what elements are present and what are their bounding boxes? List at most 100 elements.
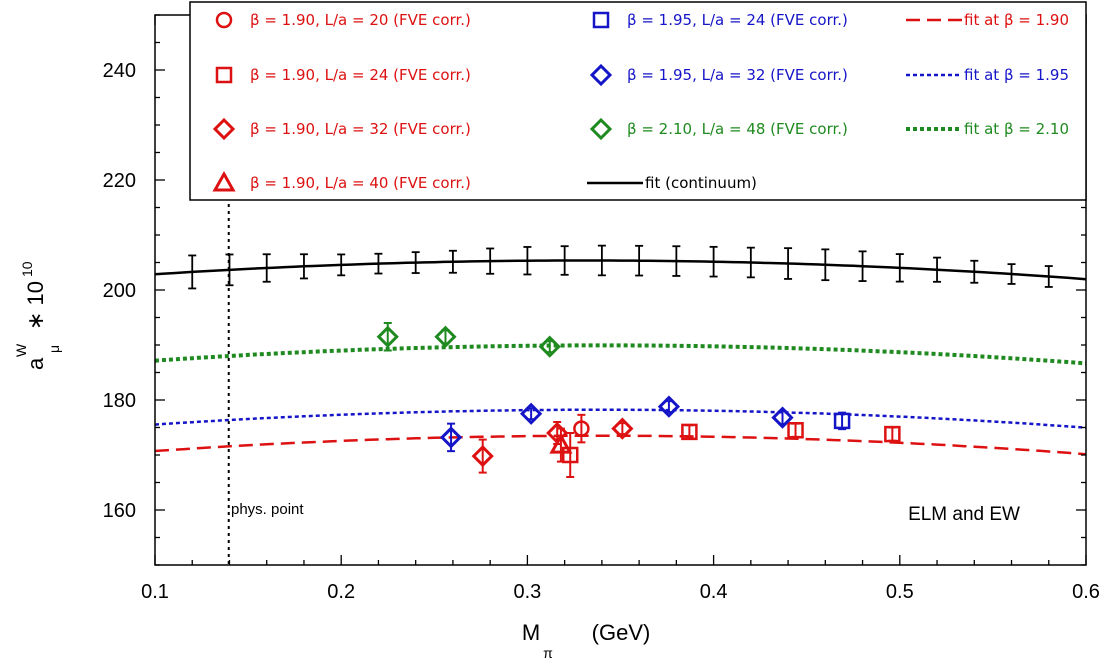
y-tick-label: 240 [103, 60, 136, 82]
fit-errorbar [411, 251, 420, 274]
x-axis-subscript: π [543, 645, 553, 661]
marker-diamond [589, 117, 613, 141]
legend-item: fit at β = 2.10 [906, 120, 1069, 138]
marker-diamond [376, 325, 399, 348]
data-point [549, 427, 573, 463]
legend-item: fit (continuum) [587, 174, 757, 192]
y-tick-label: 180 [103, 390, 136, 412]
x-axis-title: M π (GeV) [522, 620, 651, 661]
marker-diamond [471, 444, 494, 468]
legend-item: fit at β = 1.90 [906, 11, 1069, 29]
x-tick-label: 0.1 [141, 581, 169, 603]
marker-circle [573, 420, 590, 437]
legend-item: β = 1.95, L/a = 32 (FVE corr.) [589, 63, 848, 87]
legend-label: β = 1.90, L/a = 40 (FVE corr.) [250, 174, 471, 192]
marker-diamond [520, 402, 543, 425]
marker-triangle [212, 170, 236, 192]
y-axis-title: a W μ ∗ 10 10 [13, 261, 62, 370]
fit-curve-2 [154, 343, 1087, 366]
x-axis-label: M [522, 620, 540, 645]
data-point [561, 432, 579, 478]
series-6 [376, 322, 561, 358]
data-point [538, 335, 561, 358]
data-point [434, 325, 457, 348]
data-point [833, 411, 851, 431]
x-tick-label: 0.6 [1072, 581, 1100, 603]
legend-label: fit (continuum) [645, 174, 757, 192]
x-tick-label: 0.4 [700, 581, 728, 603]
legend-label: β = 1.95, L/a = 24 (FVE corr.) [627, 11, 848, 29]
marker-diamond [434, 325, 457, 348]
legend-label: fit at β = 2.10 [964, 120, 1069, 138]
marker-square [681, 423, 698, 441]
legend-item: β = 1.90, L/a = 24 (FVE corr.) [215, 66, 471, 84]
data-point [771, 406, 794, 429]
marker-square [787, 422, 804, 439]
fit-curve-0 [154, 434, 1087, 456]
fit-errorbar [933, 256, 942, 283]
fit-errorbar [709, 245, 718, 278]
y-tick-labels: 160 180 200 220 240 [103, 60, 136, 522]
legend: β = 1.90, L/a = 20 (FVE corr.) β = 1.95, … [189, 1, 1087, 201]
legend-box [189, 1, 1087, 201]
fit-errorbar [635, 244, 644, 277]
x-tick-label: 0.3 [513, 581, 541, 603]
marker-diamond [439, 426, 463, 449]
legend-item: fit at β = 1.95 [906, 66, 1069, 84]
fit-errorbar [1007, 263, 1016, 285]
y-axis-factor-exponent: 10 [19, 261, 35, 277]
fit-errorbar [448, 249, 457, 274]
marker-square [833, 412, 851, 430]
fit-errorbar [597, 244, 606, 277]
data-point [787, 422, 804, 439]
series-2 [471, 417, 634, 474]
series-5 [439, 395, 794, 453]
legend-item: β = 2.10, L/a = 48 (FVE corr.) [589, 117, 848, 141]
legend-label: β = 1.90, L/a = 32 (FVE corr.) [250, 120, 471, 138]
fit-errorbar [858, 250, 867, 282]
fit-errorbar [1044, 265, 1053, 288]
fit-errorbar [337, 253, 346, 277]
legend-item: β = 1.90, L/a = 40 (FVE corr.) [212, 170, 471, 192]
data-point [376, 322, 399, 352]
marker-square [215, 66, 233, 84]
legend-label: fit at β = 1.90 [964, 11, 1069, 29]
fit-errorbar [299, 253, 308, 280]
marker-square [561, 446, 579, 464]
marker-triangle [549, 433, 573, 454]
legend-label: β = 1.90, L/a = 20 (FVE corr.) [250, 11, 471, 29]
legend-item: β = 1.90, L/a = 20 (FVE corr.) [215, 11, 471, 29]
marker-diamond [771, 406, 794, 429]
fit-errorbar [262, 253, 271, 283]
legend-label: fit at β = 1.95 [964, 66, 1069, 84]
marker-circle [215, 11, 233, 29]
x-tick-label: 0.2 [327, 581, 355, 603]
fit-errorbar [523, 246, 532, 276]
data-point [681, 423, 698, 441]
y-axis-label: a [23, 357, 48, 370]
data-point [471, 438, 494, 474]
data-point [611, 417, 634, 440]
fit-errorbar [821, 248, 830, 282]
data-point [439, 422, 463, 453]
legend-label: β = 2.10, L/a = 48 (FVE corr.) [627, 120, 848, 138]
fit-errorbar [486, 247, 495, 275]
marker-diamond [611, 417, 634, 440]
fit-errorbar [225, 253, 234, 287]
data-point [573, 413, 590, 444]
x-axis-unit: (GeV) [592, 620, 651, 645]
marker-diamond [538, 335, 561, 358]
y-tick-label: 200 [103, 280, 136, 302]
marker-square [884, 425, 901, 443]
fit-errorbar [672, 245, 681, 277]
axis-ticks [154, 14, 1087, 566]
marker-diamond [589, 63, 613, 87]
marker-diamond [657, 395, 681, 418]
fit-errorbar [895, 253, 904, 283]
legend-label: β = 1.90, L/a = 24 (FVE corr.) [250, 66, 471, 84]
fit-errorbar [188, 254, 197, 290]
y-axis-superscript: W [13, 343, 29, 357]
series-3 [549, 427, 573, 463]
marker-diamond [212, 117, 236, 141]
marker-square [592, 11, 610, 29]
